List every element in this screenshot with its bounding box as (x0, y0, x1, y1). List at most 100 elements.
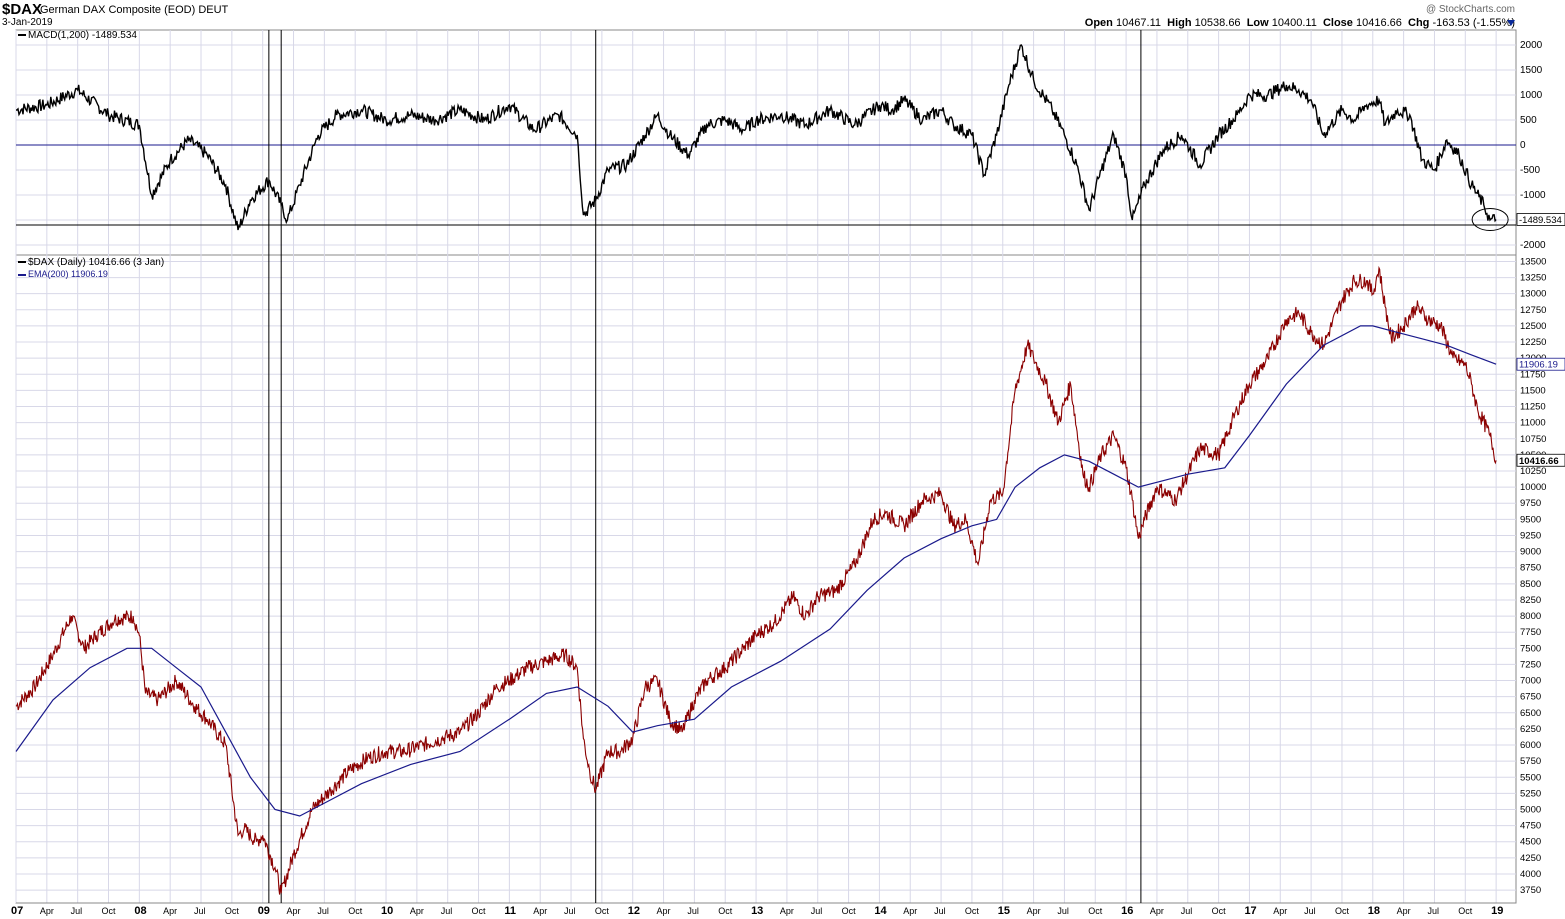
price-y-tick-label: 4750 (1520, 821, 1541, 832)
x-tick-label: 07 (11, 905, 23, 917)
x-tick-label: 12 (628, 905, 640, 917)
price-y-tick-label: 5750 (1520, 756, 1541, 767)
macd-y-tick-label: 1500 (1520, 65, 1543, 76)
price-y-tick-label: 7750 (1520, 627, 1541, 638)
ema-200-line (15, 325, 1497, 817)
macd-panel (15, 29, 1517, 256)
x-tick-label: Apr (533, 906, 547, 916)
macd-last-value-label: -1489.534 (1519, 215, 1562, 226)
x-tick-label: Apr (410, 906, 424, 916)
high-label: High (1167, 17, 1192, 29)
macd-legend-text: MACD(1,200) -1489.534 (28, 30, 137, 41)
price-y-tick-label: 6250 (1520, 724, 1541, 735)
price-last-value-box (1516, 453, 1565, 467)
x-tick-label: Jul (811, 906, 823, 916)
ema-last-value-label: 11906.19 (1519, 360, 1558, 371)
chg-label: Chg (1408, 17, 1430, 29)
x-tick-label: Oct (225, 906, 240, 916)
open-value: 10467.11 (1115, 17, 1162, 29)
x-tick-label: Oct (1458, 906, 1473, 916)
x-tick-label: 11 (504, 905, 516, 917)
macd-y-tick-label: 0 (1520, 140, 1526, 151)
macd-y-tick-label: -2000 (1520, 240, 1546, 251)
x-tick-label: Oct (102, 906, 117, 916)
close-value: 10416.66 (1355, 17, 1402, 29)
price-y-tick-label: 13000 (1520, 289, 1546, 300)
price-y-tick-label: 4000 (1520, 869, 1541, 880)
price-y-tick-label: 10250 (1520, 466, 1546, 477)
price-y-tick-label: 3750 (1520, 885, 1541, 896)
x-tick-label: Oct (842, 906, 857, 916)
macd-y-tick-label: -500 (1520, 165, 1540, 176)
x-tick-label: Jul (1304, 906, 1316, 916)
x-tick-label: Jul (1427, 906, 1439, 916)
price-y-tick-label: 10750 (1520, 434, 1546, 445)
x-tick-label: Apr (657, 906, 671, 916)
x-tick-label: Jul (317, 906, 329, 916)
open-label: Open (1084, 17, 1113, 29)
ema-legend: EMA(200) 11906.19 (18, 269, 108, 279)
x-tick-label: Jul (1181, 906, 1193, 916)
price-y-tick-label: 13250 (1520, 273, 1546, 284)
x-tick-label: Oct (472, 906, 487, 916)
x-tick-label: Oct (718, 906, 733, 916)
x-tick-label: 18 (1368, 905, 1380, 917)
price-y-tick-label: 4250 (1520, 853, 1541, 864)
x-tick-label: Oct (348, 906, 363, 916)
x-tick-label: Jul (441, 906, 453, 916)
low-label: Low (1246, 17, 1269, 29)
price-y-tick-label: 12250 (1520, 337, 1546, 348)
price-y-tick-label: 4500 (1520, 837, 1541, 848)
price-y-tick-label: 8500 (1520, 579, 1541, 590)
price-y-tick-label: 5000 (1520, 805, 1541, 816)
macd-series-line (16, 44, 1497, 231)
price-y-tick-label: 11250 (1520, 402, 1546, 413)
x-tick-label: Apr (287, 906, 301, 916)
macd-legend: MACD(1,200) -1489.534 (18, 30, 137, 41)
price-y-tick-label: 12500 (1520, 321, 1546, 332)
chart-header: $DAX German DAX Composite (EOD) DEUT 3-J… (0, 0, 1565, 30)
price-y-tick-label: 6500 (1520, 708, 1541, 719)
x-tick-label: Apr (1027, 906, 1041, 916)
price-y-tick-label: 9250 (1520, 530, 1541, 541)
x-tick-label: Apr (903, 906, 917, 916)
price-y-tick-label: 5500 (1520, 772, 1541, 783)
ohlc-readout: Open 10467.11 High 10538.66 Low 10400.11… (1085, 17, 1515, 29)
x-tick-label: Oct (1212, 906, 1227, 916)
price-y-tick-label: 11000 (1520, 418, 1546, 429)
x-tick-label: Jul (1057, 906, 1069, 916)
x-tick-label: Apr (1150, 906, 1164, 916)
x-tick-label: 08 (134, 905, 146, 917)
chg-down-arrow-icon (1507, 20, 1515, 26)
security-name-text: German DAX Composite (EOD) (40, 4, 196, 16)
x-tick-label: Apr (1397, 906, 1411, 916)
price-y-tick-label: 13500 (1520, 256, 1546, 267)
x-tick-label: 13 (751, 905, 763, 917)
price-y-tick-label: 8250 (1520, 595, 1541, 606)
dax-price-line (15, 265, 1497, 895)
x-tick-label: Jul (194, 906, 206, 916)
price-legend: $DAX (Daily) 10416.66 (3 Jan) (18, 257, 164, 268)
macd-y-tick-label: 500 (1520, 115, 1537, 126)
low-value: 10400.11 (1271, 17, 1317, 29)
x-tick-label: Apr (1273, 906, 1287, 916)
price-y-tick-label: 9750 (1520, 498, 1541, 509)
macd-y-tick-label: -1000 (1520, 190, 1546, 201)
price-y-tick-label: 11500 (1520, 385, 1546, 396)
x-tick-label: Jul (687, 906, 699, 916)
ema-last-value-box (1516, 357, 1565, 371)
x-tick-label: 16 (1121, 905, 1133, 917)
x-tick-label: Jul (71, 906, 83, 916)
x-tick-label: 15 (998, 905, 1010, 917)
price-y-tick-label: 8750 (1520, 563, 1541, 574)
macd-last-value-box (1516, 213, 1565, 226)
chg-value: -163.53 (-1.55%) (1432, 17, 1515, 29)
macd-highlight-circle (1471, 207, 1509, 231)
price-y-tick-label: 8000 (1520, 611, 1541, 622)
macd-y-tick-label: 2000 (1520, 40, 1543, 51)
price-legend-swatch (18, 261, 26, 264)
chart-date: 3-Jan-2019 (2, 17, 53, 28)
x-tick-label: Apr (780, 906, 794, 916)
price-y-tick-label: 6000 (1520, 740, 1541, 751)
